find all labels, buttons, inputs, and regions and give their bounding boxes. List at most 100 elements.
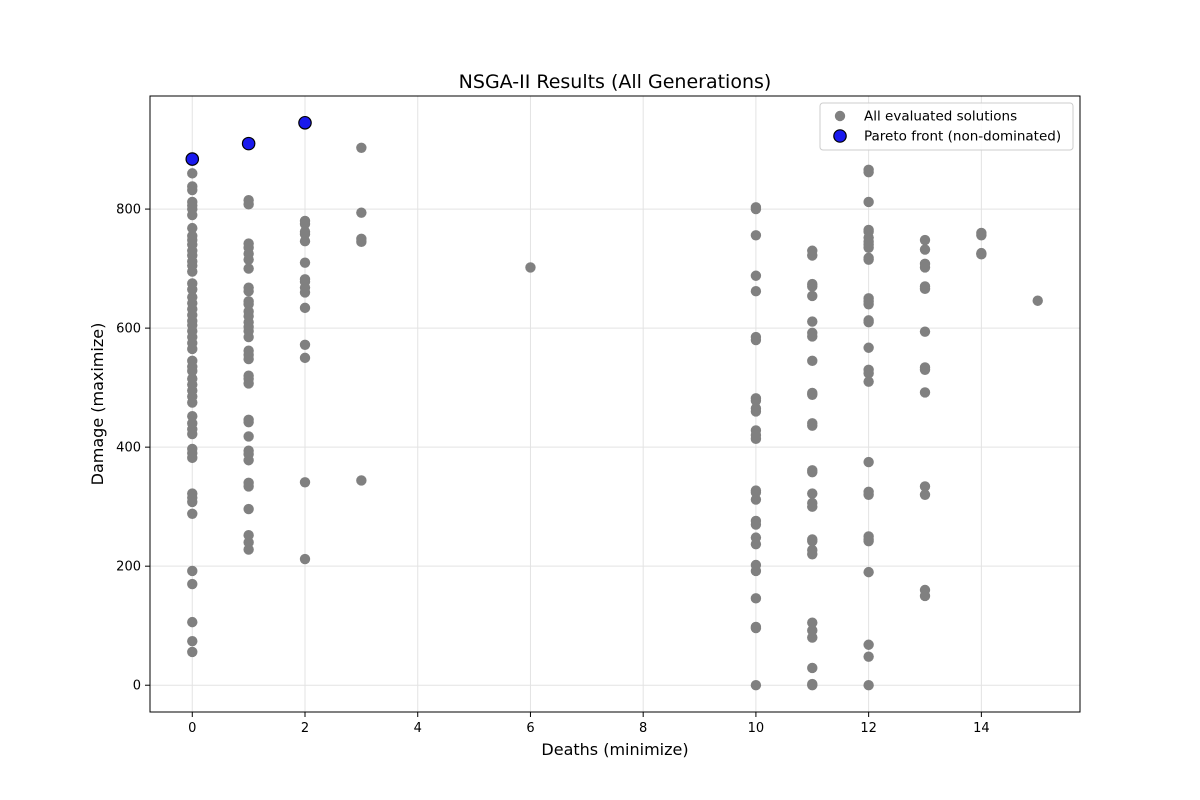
legend-marker-all-solutions <box>834 110 846 122</box>
solution-point <box>299 218 311 230</box>
solution-point <box>356 475 367 486</box>
solution-point <box>187 266 198 277</box>
solution-point <box>187 428 198 440</box>
solution-point <box>919 234 931 246</box>
solution-point <box>187 508 198 520</box>
solution-point <box>243 530 254 541</box>
solution-point <box>187 222 198 234</box>
solution-point <box>863 196 874 208</box>
x-tick-label: 4 <box>414 721 422 736</box>
solution-point <box>919 481 931 492</box>
solution-point <box>863 342 874 353</box>
solution-point <box>243 199 254 210</box>
solution-point <box>807 535 818 547</box>
solution-point <box>187 397 198 408</box>
solution-point <box>807 680 818 691</box>
solution-point <box>807 617 818 628</box>
solution-point <box>243 286 254 297</box>
solution-point <box>863 639 874 650</box>
solution-point <box>863 166 874 178</box>
x-tick-label: 2 <box>301 721 309 736</box>
solution-point <box>863 368 874 379</box>
x-tick-label: 8 <box>639 721 647 736</box>
solution-point <box>356 142 367 153</box>
y-tick-label: 400 <box>116 441 141 456</box>
solution-point <box>807 331 818 342</box>
solution-point <box>919 364 931 375</box>
solution-point <box>187 616 198 628</box>
solution-point <box>750 286 762 297</box>
solution-point <box>187 565 198 577</box>
solution-point <box>243 431 254 442</box>
y-tick-label: 200 <box>116 560 141 575</box>
solution-point <box>299 339 311 350</box>
solution-point <box>807 389 818 400</box>
chart-title: NSGA-II Results (All Generations) <box>459 71 772 93</box>
solution-point <box>243 544 254 555</box>
solution-point <box>243 537 254 548</box>
all-solutions-series <box>187 142 1043 691</box>
solution-point <box>919 326 931 337</box>
x-tick-label: 10 <box>748 721 765 736</box>
solution-point <box>750 487 762 498</box>
solution-point <box>807 625 818 636</box>
y-axis-label: Damage (maximize) <box>88 323 107 486</box>
legend-label-all-solutions: All evaluated solutions <box>864 109 1017 125</box>
solution-point <box>187 646 198 658</box>
solution-point <box>863 651 874 662</box>
solution-point <box>243 416 254 428</box>
solution-point <box>187 411 198 422</box>
x-tick-label: 0 <box>188 721 196 736</box>
x-tick-label: 12 <box>860 721 877 736</box>
solution-point <box>299 477 311 488</box>
solution-point <box>243 481 254 492</box>
solution-point <box>863 489 874 500</box>
plot-frame <box>149 95 1081 713</box>
solution-point <box>919 244 931 255</box>
solution-point <box>299 352 311 364</box>
solution-point <box>187 168 198 179</box>
solution-point <box>299 228 311 240</box>
solution-point <box>807 466 818 478</box>
solution-point <box>750 622 762 634</box>
solution-point <box>976 230 987 241</box>
solution-point <box>525 262 536 273</box>
solution-point <box>243 353 254 365</box>
solution-point <box>863 566 874 578</box>
solution-point <box>243 455 254 466</box>
solution-point <box>807 501 818 512</box>
solution-point <box>863 316 874 328</box>
solution-point <box>187 343 198 355</box>
solution-point <box>863 680 874 691</box>
solution-point <box>807 281 818 292</box>
x-tick-label: 6 <box>526 721 534 736</box>
solution-point <box>299 287 311 298</box>
solution-point <box>919 590 931 602</box>
solution-point <box>187 284 198 295</box>
solution-point <box>750 538 762 550</box>
solution-point <box>187 209 198 221</box>
legend-marker-pareto-front <box>833 129 847 143</box>
solution-point <box>750 680 762 691</box>
solution-point <box>807 355 818 367</box>
pareto-front-series <box>185 115 312 166</box>
solution-point <box>299 302 311 314</box>
solution-point <box>750 593 762 604</box>
solution-point <box>919 387 931 398</box>
solution-point <box>807 488 818 499</box>
solution-point <box>863 299 874 310</box>
solution-point <box>807 316 818 327</box>
solution-point <box>807 290 818 302</box>
solution-point <box>750 565 762 577</box>
solution-point <box>299 236 311 247</box>
solution-point <box>750 270 762 281</box>
solution-point <box>243 299 254 310</box>
solution-point <box>243 254 254 265</box>
solution-point <box>807 632 818 643</box>
grid-lines <box>150 96 1080 712</box>
solution-point <box>807 662 818 674</box>
solution-point <box>750 334 762 346</box>
axis-ticks: 0 2 4 6 8 10 12 14 0 200 400 600 800 <box>116 203 989 736</box>
y-tick-label: 600 <box>116 322 141 337</box>
